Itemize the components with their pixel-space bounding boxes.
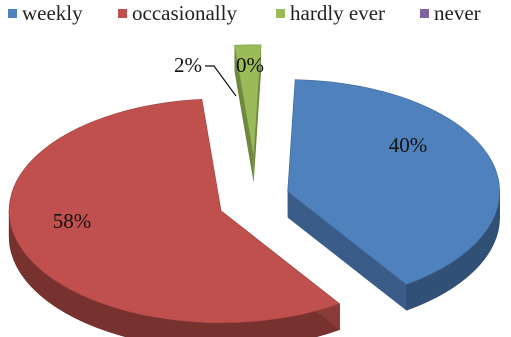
legend-label-hardly-ever: hardly ever	[290, 1, 385, 25]
legend-label-never: never	[434, 1, 481, 25]
legend-label-occasionally: occasionally	[132, 1, 237, 25]
legend-label-weekly: weekly	[22, 1, 83, 25]
data-label-weekly: 40%	[389, 133, 428, 157]
pie-slice-hardly-ever	[234, 44, 262, 183]
data-labels: 40% 58% 2% 0%	[53, 53, 428, 233]
data-label-occasionally: 58%	[53, 209, 92, 233]
data-label-hardly-ever: 2%	[174, 53, 202, 77]
leader-line-hardly-ever	[205, 65, 237, 97]
legend-swatch-never	[420, 9, 429, 18]
pie-slice-occasionally	[8, 99, 341, 337]
legend-swatch-hardly-ever	[276, 9, 285, 18]
pie-slice-weekly	[287, 79, 500, 311]
data-label-never: 0%	[236, 53, 264, 77]
legend: weekly occasionally hardly ever never	[8, 1, 481, 25]
legend-swatch-weekly	[8, 9, 17, 18]
pie-slices	[8, 44, 500, 337]
legend-swatch-occasionally	[118, 9, 127, 18]
